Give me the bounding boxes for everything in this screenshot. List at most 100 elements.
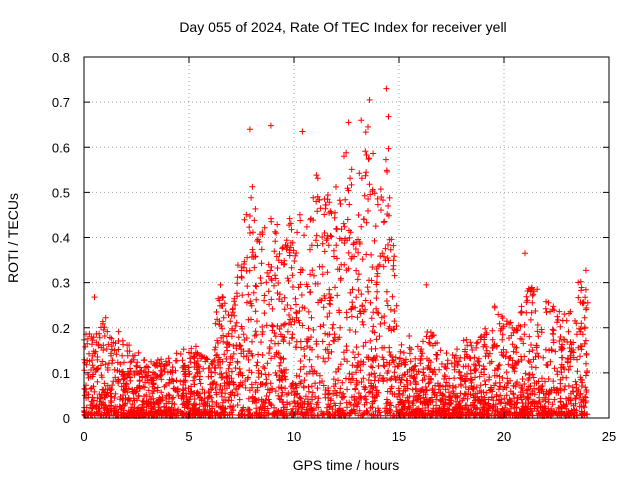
data-point xyxy=(322,358,328,365)
data-point xyxy=(436,366,443,373)
data-point xyxy=(397,348,404,355)
data-point xyxy=(291,399,298,406)
data-point xyxy=(535,353,542,360)
data-point xyxy=(385,203,392,209)
data-point xyxy=(372,223,379,230)
data-point xyxy=(284,302,291,308)
data-point xyxy=(97,362,104,369)
data-point xyxy=(253,283,260,290)
data-point xyxy=(443,350,450,357)
data-point xyxy=(372,383,379,390)
data-point xyxy=(163,361,169,368)
data-point xyxy=(282,320,289,327)
data-point xyxy=(248,316,254,323)
data-point xyxy=(517,382,523,389)
data-point xyxy=(489,403,496,410)
data-point xyxy=(160,366,167,372)
data-point xyxy=(454,346,460,353)
data-point xyxy=(544,412,550,419)
data-point xyxy=(567,352,574,359)
data-point xyxy=(474,339,481,346)
data-point xyxy=(94,354,101,360)
data-point xyxy=(272,333,279,340)
data-point xyxy=(148,396,155,403)
data-point xyxy=(188,345,195,352)
data-point xyxy=(425,362,432,369)
data-point xyxy=(346,327,353,333)
data-point xyxy=(509,341,516,348)
data-point xyxy=(416,392,423,399)
data-point xyxy=(272,272,278,279)
data-point xyxy=(357,367,364,374)
data-point xyxy=(532,308,539,314)
data-point xyxy=(555,389,562,396)
data-point xyxy=(299,399,306,406)
data-point xyxy=(243,335,250,342)
data-point xyxy=(208,373,215,380)
data-point xyxy=(563,374,570,381)
data-point xyxy=(562,403,569,410)
axis-ticks: 0 5 10 15 20 25 0 0.1 0.2 0.3 0.4 0.5 0.6 0.7 0.8 xyxy=(52,50,616,444)
data-point xyxy=(525,357,532,364)
data-point xyxy=(513,361,520,368)
data-point xyxy=(289,334,296,341)
data-point xyxy=(236,382,243,389)
data-point xyxy=(246,224,253,231)
data-point xyxy=(248,381,255,388)
data-point xyxy=(269,322,275,329)
data-point xyxy=(529,347,536,354)
data-point xyxy=(394,393,401,400)
data-point xyxy=(94,366,101,373)
data-point xyxy=(220,332,227,339)
data-point xyxy=(444,383,451,390)
data-point xyxy=(391,318,398,325)
data-point xyxy=(377,186,384,193)
data-point xyxy=(541,403,548,410)
data-point xyxy=(324,192,331,198)
data-point xyxy=(391,308,398,314)
data-point xyxy=(331,214,338,221)
data-point xyxy=(521,381,528,387)
data-point xyxy=(343,309,350,316)
data-point xyxy=(325,242,332,249)
data-point xyxy=(363,152,370,158)
data-point xyxy=(510,348,517,355)
data-point xyxy=(153,374,160,381)
data-point xyxy=(328,233,335,240)
data-point xyxy=(308,383,315,390)
data-point xyxy=(503,369,510,376)
data-point xyxy=(499,336,506,343)
data-point xyxy=(388,327,395,334)
data-point xyxy=(230,343,237,349)
data-point xyxy=(360,383,367,390)
data-point xyxy=(252,308,259,315)
data-point xyxy=(321,292,328,299)
data-point xyxy=(583,387,590,394)
data-point xyxy=(337,275,344,282)
data-point xyxy=(298,292,305,298)
data-point xyxy=(249,338,255,345)
data-point xyxy=(265,371,272,378)
data-point xyxy=(119,397,126,403)
data-point xyxy=(309,267,316,274)
data-point xyxy=(451,375,458,382)
data-point xyxy=(324,235,331,242)
data-point xyxy=(259,323,266,330)
data-point xyxy=(499,351,506,358)
data-point xyxy=(353,369,359,376)
data-point xyxy=(261,297,268,304)
data-point xyxy=(289,272,296,279)
data-point xyxy=(218,302,225,309)
data-point xyxy=(225,312,232,318)
data-point xyxy=(306,356,313,363)
data-point xyxy=(235,412,242,418)
data-point xyxy=(576,325,583,332)
data-point xyxy=(442,386,449,393)
data-point xyxy=(241,258,248,265)
data-point xyxy=(308,215,314,222)
data-point xyxy=(234,402,241,408)
data-point xyxy=(254,359,261,366)
data-point xyxy=(291,258,298,264)
data-point xyxy=(239,372,246,379)
